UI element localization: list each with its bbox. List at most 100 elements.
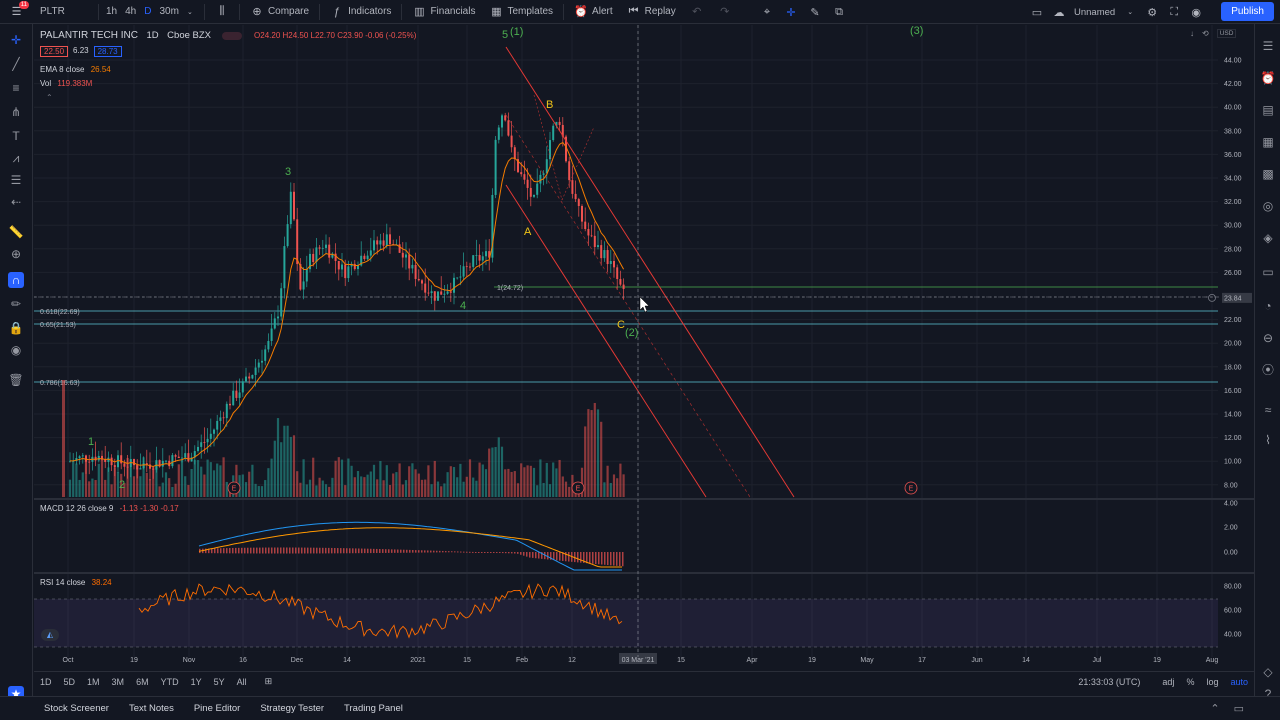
maximize-panel-icon[interactable]: ▭ — [1233, 703, 1244, 715]
notifications-icon[interactable]: ◔ — [1264, 299, 1272, 313]
prediction-icon[interactable]: ☰ — [10, 173, 22, 187]
collapse-legend[interactable]: ⌃ — [46, 93, 53, 102]
scale-auto[interactable]: auto — [1230, 676, 1248, 687]
redo-button[interactable]: ↷ — [711, 0, 739, 24]
zoom-in-icon[interactable]: ⊕ — [10, 247, 22, 261]
alerts-icon[interactable]: ⏰ — [1260, 71, 1276, 85]
macd-histogram-bar — [475, 552, 477, 553]
chart-pattern-icon[interactable]: ⌇ — [1265, 433, 1271, 447]
crosshair-sync-icon[interactable]: ⌖ — [763, 5, 771, 18]
tf-1y[interactable]: 1Y — [190, 676, 202, 687]
ruler-icon[interactable]: 📏 — [8, 225, 24, 239]
chart-style-button[interactable]: ⫼ — [208, 0, 236, 24]
goto-date-icon[interactable]: ⊞ — [264, 676, 273, 686]
tf-1d[interactable]: 1D — [40, 676, 52, 687]
compare-button[interactable]: ⊕ Compare — [243, 0, 316, 24]
signals-icon[interactable]: ≈ — [1264, 403, 1272, 417]
replay-button[interactable]: ⏮ Replay — [620, 0, 683, 24]
templates-button[interactable]: ▦ Templates — [491, 6, 554, 18]
camera-icon[interactable]: ◉ — [1191, 6, 1201, 19]
undo-button[interactable]: ↶ — [683, 0, 711, 24]
scroll-to-end-icon[interactable]: ↓ — [1190, 29, 1194, 38]
tf-ytd[interactable]: YTD — [160, 676, 179, 687]
pitchfork-icon[interactable]: ⋔ — [10, 105, 22, 119]
watchlist-icon[interactable]: ☰ — [1262, 39, 1274, 53]
volume-legend[interactable]: Vol 119.383M — [40, 79, 92, 88]
crosshair-icon[interactable]: ✛ — [10, 33, 22, 47]
stay-in-drawing-icon[interactable]: ✏ — [10, 297, 22, 311]
trend-line-icon[interactable]: ╱ — [12, 57, 20, 71]
eye-icon[interactable]: ◉ — [10, 343, 22, 357]
financials-button[interactable]: ▥ Financials — [414, 6, 476, 18]
settings-gear-icon[interactable]: ⚙ — [1147, 6, 1158, 19]
wave-1-paren-label: (1) — [510, 26, 523, 38]
calendar-icon[interactable]: ▩ — [1262, 167, 1274, 181]
menu-button[interactable]: ☰ 11 — [0, 0, 33, 24]
lock-icon[interactable]: 🔒 — [8, 321, 24, 335]
scale-log[interactable]: log — [1206, 676, 1219, 687]
candle-body — [229, 403, 231, 406]
brush-icon[interactable]: ✎ — [810, 6, 820, 19]
chevron-down-icon[interactable]: ⌄ — [1127, 9, 1134, 16]
tf-6m[interactable]: 6M — [136, 676, 149, 687]
current-price-badge — [1222, 292, 1252, 303]
volume-bar — [561, 476, 564, 497]
chevron-up-icon[interactable]: ⌃ — [46, 93, 53, 102]
help-icon[interactable]: ? — [1264, 687, 1272, 701]
data-window-icon[interactable]: ▤ — [1262, 103, 1274, 117]
hotlist-icon[interactable]: ▦ — [1262, 135, 1274, 149]
back-arrow-icon[interactable]: ⇠ — [10, 195, 22, 209]
tab-trading-panel[interactable]: Trading Panel — [344, 703, 403, 714]
order-panel-icon[interactable]: ⊖ — [1262, 331, 1274, 345]
tab-strategy-tester[interactable]: Strategy Tester — [260, 703, 325, 714]
tf-5y[interactable]: 5Y — [213, 676, 225, 687]
tf-5d[interactable]: 5D — [63, 676, 76, 687]
chart-area[interactable]: 0.618(22.69) 0.65(21.53) 0.786(16.63) 1(24.… — [34, 25, 1254, 671]
tv-logo-icon[interactable]: ◭ — [41, 629, 59, 641]
fullscreen-icon[interactable]: ⛶ — [1170, 5, 1179, 18]
bid-value[interactable]: 22.50 — [40, 46, 69, 57]
tab-text-notes[interactable]: Text Notes — [128, 703, 174, 714]
candle-body — [293, 191, 295, 220]
macd-legend[interactable]: MACD 12 26 close 9 -1.13 -1.30 -0.17 — [40, 504, 179, 513]
cursor-cross-icon[interactable]: ✛ — [786, 6, 796, 19]
tab-stock-screener[interactable]: Stock Screener — [44, 703, 109, 714]
tab-pine-editor[interactable]: Pine Editor — [193, 703, 241, 714]
interval-4h[interactable]: 4h — [125, 6, 137, 17]
ideas-icon[interactable]: ◎ — [1262, 199, 1274, 213]
trash-icon[interactable]: 🗑 — [8, 373, 24, 387]
ema-legend[interactable]: EMA 8 close 26.54 — [40, 65, 111, 74]
symbol-search[interactable]: PLTR — [33, 0, 95, 24]
layout-name[interactable]: Unnamed — [1074, 6, 1116, 18]
layout-icon[interactable]: ▭ — [1031, 6, 1043, 19]
pattern-icon[interactable]: ⩘ — [12, 151, 20, 165]
scale-percent[interactable]: % — [1186, 676, 1195, 687]
publish-button[interactable]: Publish — [1221, 2, 1274, 21]
screenshot-icon[interactable]: ⧉ — [835, 5, 843, 18]
ask-value[interactable]: 28.73 — [93, 46, 122, 57]
text-tool-icon[interactable]: T — [12, 129, 20, 143]
streams-icon[interactable]: ◈ — [1263, 231, 1273, 245]
cloud-icon[interactable]: ☁ — [1053, 6, 1065, 19]
chart-canvas[interactable]: 0.618(22.69) 0.65(21.53) 0.786(16.63) 1(24.… — [34, 25, 1254, 671]
chat-icon[interactable]: ▭ — [1262, 265, 1274, 279]
rsi-legend[interactable]: RSI 14 close 38.24 — [40, 578, 112, 587]
interval-1h[interactable]: 1h — [106, 6, 118, 17]
clock-readout[interactable]: 21:33:03 (UTC) — [1078, 676, 1141, 687]
reset-icon[interactable]: ⟲ — [1202, 29, 1209, 38]
indicators-button[interactable]: ƒ Indicators — [323, 0, 398, 24]
macd-histogram-bar — [319, 547, 321, 554]
interval-30m[interactable]: 30m ⌄ — [155, 0, 200, 24]
interval-d[interactable]: D — [144, 6, 152, 17]
magnet-icon[interactable]: ∩ — [8, 272, 24, 288]
tf-3m[interactable]: 3M — [111, 676, 125, 687]
collapse-panel-icon[interactable]: ⌃ — [1210, 703, 1220, 715]
broadcast-icon[interactable]: ⦿ — [1261, 363, 1274, 377]
horizontal-lines-icon[interactable]: ≡ — [12, 81, 20, 95]
alert-button[interactable]: ⏰ Alert — [574, 6, 613, 18]
layers-icon[interactable]: ◇ — [1263, 665, 1273, 679]
tf-1m[interactable]: 1M — [87, 676, 100, 687]
tf-all[interactable]: All — [236, 676, 247, 687]
bid-ask: 22.50 6.23 28.73 — [40, 46, 122, 57]
scale-adj[interactable]: adj — [1162, 676, 1175, 687]
